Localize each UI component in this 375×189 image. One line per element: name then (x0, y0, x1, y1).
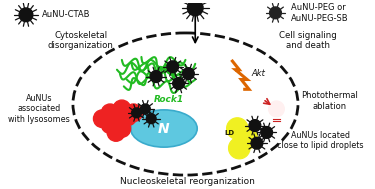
Circle shape (132, 108, 141, 118)
Circle shape (150, 71, 162, 82)
Circle shape (101, 116, 119, 133)
Ellipse shape (130, 110, 197, 147)
Text: AuNUs
associated
with lysosomes: AuNUs associated with lysosomes (8, 94, 70, 124)
Circle shape (93, 110, 111, 128)
Circle shape (19, 8, 33, 22)
Text: Cytoskeletal
disorganization: Cytoskeletal disorganization (48, 31, 114, 50)
Circle shape (183, 68, 194, 80)
Circle shape (251, 137, 263, 149)
Circle shape (125, 104, 142, 122)
Text: AuNU-CTAB: AuNU-CTAB (42, 10, 90, 19)
Text: AuNU-PEG or
AuNU-PEG-SB: AuNU-PEG or AuNU-PEG-SB (291, 3, 349, 23)
Circle shape (109, 112, 127, 129)
Circle shape (101, 104, 119, 122)
Circle shape (261, 127, 273, 138)
Circle shape (119, 108, 136, 125)
Text: Akt: Akt (251, 69, 265, 78)
Circle shape (268, 101, 284, 117)
Circle shape (113, 100, 130, 118)
Circle shape (173, 77, 184, 89)
Circle shape (146, 114, 156, 124)
Circle shape (113, 120, 130, 137)
Circle shape (236, 128, 258, 149)
Circle shape (141, 104, 150, 114)
Text: Nucleoskeletal reorganization: Nucleoskeletal reorganization (120, 177, 255, 186)
Circle shape (270, 7, 281, 19)
Text: Cell signaling
and death: Cell signaling and death (279, 31, 337, 50)
Circle shape (167, 61, 178, 73)
Circle shape (226, 118, 248, 139)
Text: Rock1: Rock1 (154, 95, 184, 104)
Ellipse shape (73, 33, 298, 175)
Circle shape (228, 137, 250, 159)
Text: AuNUs located
close to lipid droplets: AuNUs located close to lipid droplets (277, 131, 364, 150)
Text: LD: LD (224, 130, 234, 136)
Circle shape (188, 0, 203, 16)
Text: N: N (158, 122, 170, 136)
Circle shape (107, 124, 125, 141)
Text: Photothermal
ablation: Photothermal ablation (301, 91, 358, 111)
Circle shape (249, 120, 261, 132)
